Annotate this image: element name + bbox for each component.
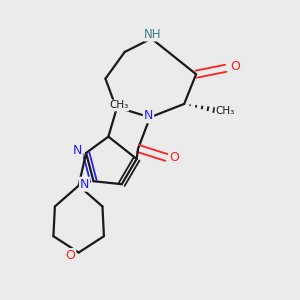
Text: N: N: [144, 109, 153, 122]
Text: CH₃: CH₃: [216, 106, 235, 116]
Text: CH₃: CH₃: [109, 100, 128, 110]
Text: O: O: [65, 249, 75, 262]
Text: N: N: [73, 143, 83, 157]
Text: NH: NH: [144, 28, 162, 40]
Text: O: O: [170, 151, 180, 164]
Text: O: O: [230, 60, 240, 73]
Text: N: N: [80, 178, 89, 191]
